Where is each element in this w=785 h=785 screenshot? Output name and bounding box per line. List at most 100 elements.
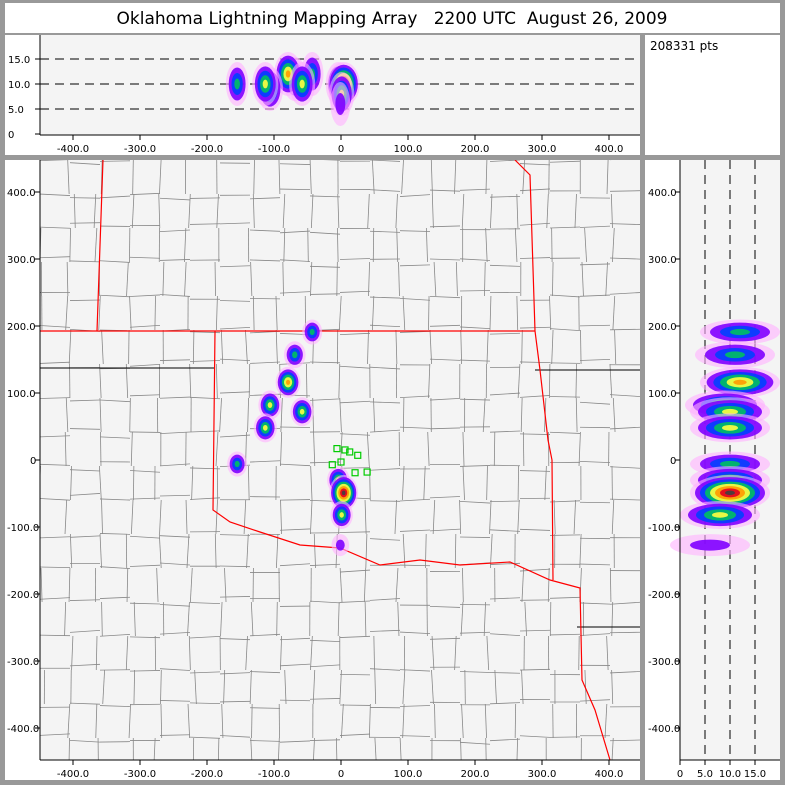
- county-border: [401, 160, 404, 195]
- county-border: [399, 297, 431, 301]
- county-border: [339, 365, 371, 369]
- county-border: [309, 160, 312, 195]
- county-border: [309, 361, 341, 364]
- county-border: [579, 501, 611, 504]
- right-y-tick-label: -200.0: [648, 590, 680, 601]
- lightning-density-altitude-ew: [299, 79, 305, 89]
- county-border: [309, 398, 341, 401]
- county-border: [519, 629, 551, 632]
- lightning-density-plan: [339, 512, 344, 518]
- county-border: [187, 703, 191, 739]
- county-border: [219, 434, 251, 438]
- county-border: [459, 258, 491, 261]
- county-border: [250, 601, 254, 637]
- county-border: [578, 431, 581, 467]
- county-border: [279, 528, 311, 531]
- county-border: [129, 397, 131, 433]
- county-border: [395, 567, 399, 603]
- county-border: [519, 222, 551, 226]
- county-border: [459, 499, 462, 535]
- county-border: [337, 601, 340, 637]
- altitude-ew-panel: -400.0 -300.0 -200.0 -100.0 0 100.0 200.0 300.0…: [5, 35, 640, 155]
- county-border: [612, 295, 616, 331]
- county-border: [483, 601, 486, 637]
- county-border: [223, 669, 226, 705]
- county-border: [280, 635, 282, 671]
- county-border: [189, 702, 221, 705]
- county-border: [279, 230, 311, 234]
- county-border: [70, 465, 73, 501]
- county-border: [581, 261, 584, 297]
- county-border: [129, 670, 161, 672]
- county-border: [339, 569, 371, 573]
- county-border: [517, 499, 520, 535]
- county-border: [162, 261, 165, 297]
- county-border: [519, 361, 551, 364]
- county-border: [129, 295, 132, 331]
- county-border: [101, 499, 103, 535]
- county-border: [309, 639, 341, 643]
- county-border: [93, 193, 97, 229]
- lma-station-marker: [351, 469, 359, 477]
- county-border: [219, 596, 251, 598]
- county-border: [69, 739, 101, 743]
- county-border: [606, 635, 609, 671]
- county-border: [249, 669, 252, 705]
- county-border: [129, 192, 161, 196]
- county-border: [339, 567, 343, 603]
- main-x-tick-label: -200.0: [191, 769, 223, 780]
- right-y-tick-label: 400.0: [648, 188, 677, 199]
- county-border: [549, 633, 581, 636]
- county-border: [279, 163, 311, 165]
- county-border: [489, 738, 521, 742]
- county-border: [609, 394, 640, 397]
- county-border: [159, 160, 162, 195]
- right-x-tick-label: 10.0: [719, 769, 741, 780]
- main-x-tick-label: -400.0: [57, 769, 89, 780]
- main-y-tick-label: 100.0: [7, 389, 36, 400]
- county-border: [159, 229, 191, 233]
- county-border: [130, 499, 134, 535]
- county-border: [519, 528, 551, 531]
- county-border: [279, 291, 311, 294]
- county-border: [489, 633, 521, 637]
- county-border: [323, 160, 341, 161]
- county-border: [215, 363, 218, 399]
- county-border: [516, 193, 519, 229]
- county-border: [95, 703, 98, 739]
- county-border: [610, 193, 613, 229]
- county-border: [313, 431, 316, 467]
- county-border: [156, 567, 159, 603]
- county-border: [399, 669, 431, 672]
- county-border: [339, 400, 371, 404]
- county-border: [371, 160, 375, 195]
- county-border: [434, 703, 436, 739]
- county-border: [159, 562, 191, 566]
- right-y-tick-label: -300.0: [648, 657, 680, 668]
- county-border: [188, 193, 191, 229]
- county-border: [486, 635, 490, 671]
- county-border: [278, 737, 280, 760]
- county-border: [69, 428, 101, 430]
- county-border: [485, 737, 487, 760]
- county-border: [339, 669, 342, 705]
- county-border: [369, 629, 401, 632]
- lightning-density-plan: [341, 490, 346, 496]
- county-border: [337, 193, 340, 229]
- county-border: [126, 567, 129, 603]
- county-border: [517, 465, 519, 501]
- county-border: [69, 227, 71, 263]
- county-border: [368, 703, 371, 739]
- county-border: [186, 533, 190, 569]
- county-border: [310, 465, 313, 501]
- county-border: [246, 533, 249, 569]
- county-border: [579, 294, 611, 297]
- lightning-density-altitude-ns: [690, 539, 730, 551]
- county-border: [215, 431, 219, 467]
- county-border: [219, 534, 251, 536]
- county-border: [544, 465, 547, 501]
- lma-station-marker: [363, 468, 371, 476]
- county-border: [519, 433, 551, 435]
- county-border: [189, 602, 221, 605]
- county-border: [219, 391, 251, 394]
